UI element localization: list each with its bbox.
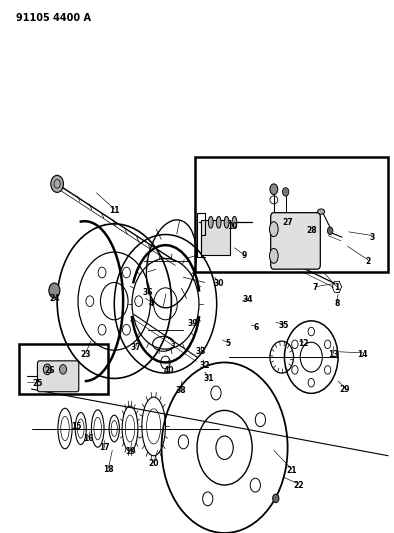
Text: 34: 34	[243, 295, 253, 304]
Text: 17: 17	[99, 443, 110, 452]
Text: 7: 7	[312, 284, 318, 292]
Text: 36: 36	[143, 288, 153, 296]
Circle shape	[43, 364, 51, 375]
FancyBboxPatch shape	[271, 213, 320, 269]
Text: 3: 3	[370, 233, 375, 241]
Text: 27: 27	[282, 218, 293, 227]
Text: 6: 6	[253, 324, 259, 332]
Circle shape	[327, 227, 333, 235]
Text: 28: 28	[306, 227, 316, 235]
Bar	[195, 157, 388, 272]
Text: 18: 18	[103, 465, 113, 473]
Text: 32: 32	[200, 361, 210, 369]
Circle shape	[282, 188, 289, 196]
Text: 40: 40	[164, 366, 175, 375]
Text: 25: 25	[32, 379, 43, 388]
Text: 4: 4	[149, 300, 154, 308]
Text: 1: 1	[334, 284, 340, 292]
Text: 21: 21	[286, 466, 297, 474]
Text: 20: 20	[149, 459, 159, 468]
Ellipse shape	[224, 216, 229, 228]
Ellipse shape	[216, 216, 221, 228]
Text: 33: 33	[196, 348, 206, 356]
Bar	[201, 220, 230, 255]
Ellipse shape	[318, 209, 325, 214]
Text: 29: 29	[340, 385, 350, 393]
Text: 12: 12	[298, 340, 309, 348]
Text: 19: 19	[125, 448, 135, 456]
Ellipse shape	[208, 216, 213, 228]
Text: 22: 22	[294, 481, 304, 489]
Text: 13: 13	[328, 350, 338, 359]
Text: 91105 4400 A: 91105 4400 A	[16, 13, 91, 23]
Ellipse shape	[232, 216, 237, 228]
Text: 38: 38	[175, 386, 186, 394]
Text: 30: 30	[214, 279, 224, 288]
Bar	[19, 344, 108, 394]
Text: 39: 39	[188, 319, 198, 328]
Circle shape	[51, 175, 63, 192]
Text: 15: 15	[72, 422, 82, 431]
Circle shape	[273, 494, 279, 503]
Text: 31: 31	[204, 374, 214, 383]
Text: 16: 16	[84, 434, 94, 442]
Circle shape	[270, 184, 278, 195]
Text: 2: 2	[366, 257, 371, 265]
Text: 35: 35	[279, 321, 289, 329]
Text: 26: 26	[44, 366, 54, 375]
Text: 14: 14	[357, 350, 368, 359]
FancyBboxPatch shape	[37, 361, 79, 392]
Ellipse shape	[269, 222, 278, 237]
Text: 9: 9	[242, 252, 247, 260]
Text: 5: 5	[226, 340, 231, 348]
Ellipse shape	[269, 248, 278, 263]
Text: 8: 8	[334, 300, 340, 308]
Text: 10: 10	[227, 222, 238, 231]
Text: 37: 37	[131, 343, 141, 352]
Circle shape	[59, 365, 67, 374]
Text: 24: 24	[49, 294, 59, 303]
Text: 11: 11	[109, 206, 119, 215]
Circle shape	[49, 283, 60, 298]
Text: 23: 23	[81, 350, 91, 359]
